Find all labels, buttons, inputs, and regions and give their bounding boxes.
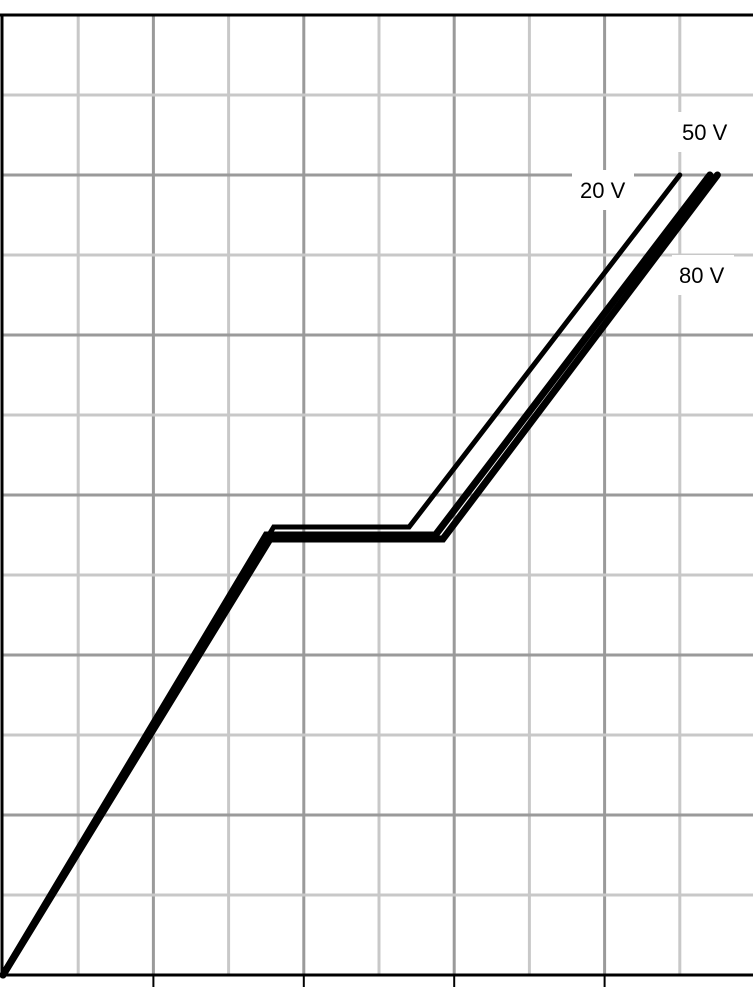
series-label-bg-50v <box>674 112 736 152</box>
series-line-80v <box>0 171 721 979</box>
series-label-80v: 80 V <box>679 263 725 288</box>
series-labels: 50 V 20 V 80 V <box>572 112 736 295</box>
series-lines <box>0 171 721 979</box>
series-label-50v: 50 V <box>682 120 728 145</box>
series-label-20v: 20 V <box>580 178 626 203</box>
series-label-bg-20v <box>572 170 634 210</box>
grid <box>3 15 753 975</box>
x-axis-ticks <box>152 975 606 987</box>
axes <box>0 13 753 977</box>
series-label-bg-80v <box>672 255 734 295</box>
